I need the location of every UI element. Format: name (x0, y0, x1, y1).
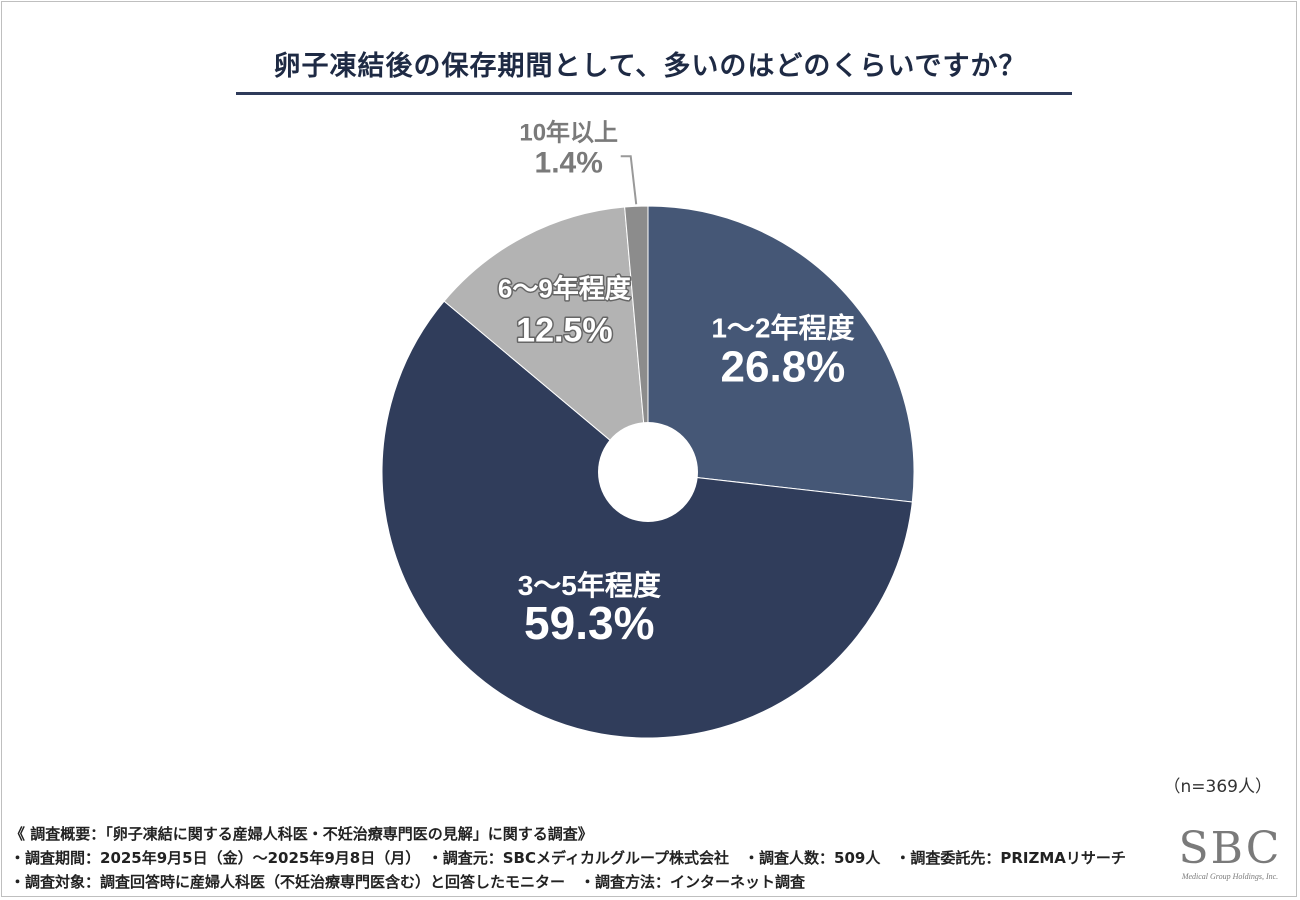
sample-size-label: （n=369人） (1163, 777, 1272, 797)
slice-value-2: 59.3% (524, 597, 654, 649)
slice-label-3: 6～9年程度 (498, 274, 631, 304)
slice-label-4: 10年以上 (519, 118, 618, 146)
title-underline (236, 92, 1072, 95)
chart-title: 卵子凍結後の保存期間として、多いのはどのくらいですか？ (273, 51, 1027, 82)
logo-subtitle: Medical Group Holdings, Inc. (1181, 872, 1279, 881)
logo-mark: SBC (1178, 823, 1282, 874)
pie-slice-1 (647, 205, 915, 503)
leader-line-4 (620, 155, 638, 205)
slice-value-3: 12.5% (516, 312, 612, 350)
footnote-overview: 《 調査概要：「卵子凍結に関する産婦人科医・不妊治療専門医の見解」に関する調査》 (10, 825, 593, 843)
pie-slice-3 (443, 206, 649, 474)
slice-value-1: 26.8% (721, 343, 846, 392)
slice-value-4: 1.4% (535, 146, 603, 179)
pie-slice-4 (624, 205, 649, 473)
donut-hole (598, 422, 698, 522)
footnote-period: ・調査期間：2025年9月5日（金）～2025年9月8日（月） ・調査元：SBC… (10, 849, 1126, 867)
sbc-logo: SBC Medical Group Holdings, Inc. (1172, 826, 1288, 882)
slice-label-2: 3～5年程度 (518, 569, 661, 601)
slice-label-1: 1～2年程度 (711, 312, 854, 344)
footnote-target: ・調査対象：調査回答時に産婦人科医（不妊治療専門医含む）と回答したモニター ・調… (10, 873, 806, 891)
survey-footnotes: 《 調査概要：「卵子凍結に関する産婦人科医・不妊治療専門医の見解」に関する調査》… (10, 822, 1150, 894)
